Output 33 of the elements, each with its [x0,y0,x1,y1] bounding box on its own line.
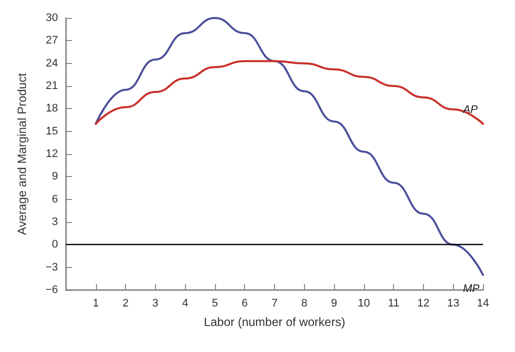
x-axis-title: Labor (number of workers) [204,315,346,329]
x-tick-label: 7 [271,298,278,310]
x-tick-label: 5 [212,298,218,310]
line-series [94,60,484,125]
x-tick-label: 4 [182,298,188,310]
y-tick-label: 18 [46,102,58,115]
line-series [94,17,484,276]
x-tick-label: 12 [417,298,430,310]
y-tick-label: −3 [45,261,58,274]
y-tick-label: 12 [46,148,58,160]
x-tick-label: 6 [242,298,248,310]
y-tick-label: 15 [46,125,58,138]
x-tick-label: 8 [301,298,308,310]
series-label: AP [462,104,478,116]
y-tick-label: 24 [46,57,58,70]
y-tick-label: 3 [52,216,58,228]
y-tick-label: 27 [46,34,58,47]
x-tick-label: 14 [476,298,490,310]
y-tick-label: 0 [52,238,58,251]
x-tick-label: 2 [122,298,129,310]
x-tick-label: 11 [388,298,400,310]
y-tick-label: 21 [46,80,58,92]
x-tick-label: 9 [331,298,338,310]
x-tick-label: 10 [358,298,370,310]
y-tick-label: 6 [52,193,58,206]
x-tick-label: 1 [92,298,99,310]
y-tick-label: 9 [52,170,58,183]
x-tick-label: 3 [152,298,158,310]
x-tick-label: 13 [447,298,460,310]
y-axis-title: Average and Marginal Product [15,72,29,235]
series-label: MP [463,282,480,295]
y-tick-label: −6 [45,284,58,296]
y-tick-label: 30 [46,12,58,24]
